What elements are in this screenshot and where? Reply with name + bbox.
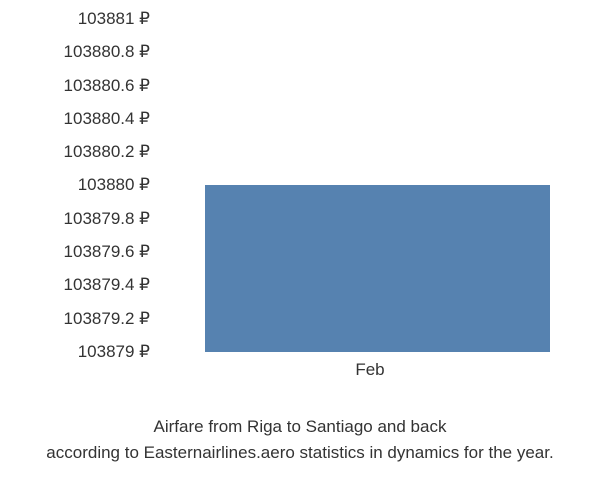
y-tick-label: 103880.6 ₽ (0, 77, 160, 94)
y-tick-label: 103880.4 ₽ (0, 110, 160, 127)
y-tick-label: 103880.8 ₽ (0, 43, 160, 60)
plot-area (160, 18, 580, 352)
bar-chart: 103881 ₽ 103880.8 ₽ 103880.6 ₽ 103880.4 … (0, 10, 600, 390)
caption-line-1: Airfare from Riga to Santiago and back (154, 417, 447, 436)
y-axis: 103881 ₽ 103880.8 ₽ 103880.6 ₽ 103880.4 … (0, 10, 160, 360)
y-tick-label: 103879.6 ₽ (0, 243, 160, 260)
x-tick-label: Feb (160, 360, 580, 380)
y-tick-label: 103879.8 ₽ (0, 210, 160, 227)
y-tick-label: 103880.2 ₽ (0, 143, 160, 160)
y-tick-label: 103881 ₽ (0, 10, 160, 27)
y-tick-label: 103880 ₽ (0, 176, 160, 193)
y-tick-label: 103879 ₽ (0, 343, 160, 360)
y-tick-label: 103879.4 ₽ (0, 276, 160, 293)
chart-caption: Airfare from Riga to Santiago and back a… (0, 414, 600, 465)
y-tick-label: 103879.2 ₽ (0, 310, 160, 327)
caption-line-2: according to Easternairlines.aero statis… (46, 443, 553, 462)
bar-feb (205, 185, 550, 352)
